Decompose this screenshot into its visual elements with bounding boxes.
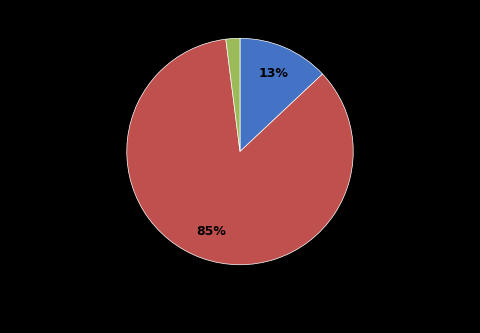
Text: 85%: 85% <box>196 225 226 238</box>
Wedge shape <box>240 38 323 152</box>
Text: 2%: 2% <box>220 23 241 36</box>
Text: 13%: 13% <box>259 67 288 80</box>
Wedge shape <box>226 38 240 152</box>
Legend: , , : , , <box>171 330 309 333</box>
Wedge shape <box>127 39 353 265</box>
